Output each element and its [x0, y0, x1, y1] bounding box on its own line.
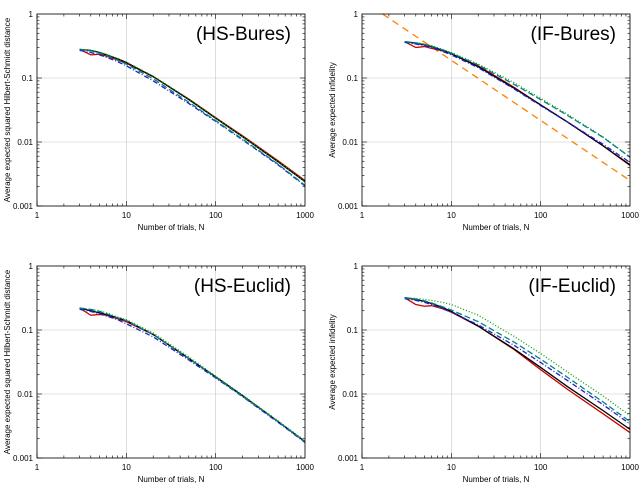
y-tick-label: 0.01 — [17, 138, 33, 147]
series-group — [79, 307, 305, 443]
series-line-2 — [79, 307, 305, 442]
y-tick-label: 0.1 — [347, 326, 359, 335]
y-tick-label: 0.01 — [342, 138, 358, 147]
panel-title: (HS-Euclid) — [194, 276, 291, 297]
y-tick-label: 0.1 — [22, 74, 34, 83]
x-tick-label: 100 — [534, 211, 548, 220]
y-axis-label: Average expected infidelity — [328, 314, 337, 409]
series-line-4 — [404, 297, 630, 423]
plot-frame — [36, 265, 306, 459]
x-axis-label: Number of trials, N — [138, 475, 205, 484]
series-group — [382, 14, 630, 182]
x-tick-label: 1 — [35, 463, 40, 472]
y-tick-label: 1 — [354, 262, 359, 271]
chart-panel-1: 1 10 100 1000 0.001 0.01 0.1 1 Number of trials,… — [328, 10, 639, 232]
x-tick-label: 10 — [122, 463, 131, 472]
y-tick-label: 0.1 — [347, 74, 359, 83]
y-axis-label: Average expected squared Hilbert-Schmidt… — [3, 17, 12, 202]
x-tick-label: 1 — [360, 211, 365, 220]
series-line-3 — [404, 297, 630, 425]
x-tick-label: 1000 — [621, 211, 639, 220]
y-tick-label: 0.001 — [338, 454, 359, 463]
series-line-4 — [404, 41, 630, 163]
x-tick-label: 1000 — [296, 463, 314, 472]
x-tick-label: 10 — [447, 463, 456, 472]
x-tick-label: 100 — [209, 211, 223, 220]
x-tick-label: 1 — [360, 463, 365, 472]
series-line-0 — [382, 14, 630, 182]
series-line-2 — [404, 40, 630, 166]
y-tick-label: 0.01 — [342, 390, 358, 399]
series-line-1 — [79, 307, 305, 443]
series-line-4 — [79, 48, 305, 186]
panel-title: (IF-Bures) — [531, 24, 617, 45]
panel-title: (HS-Bures) — [196, 24, 291, 45]
chart-panel-2: 1 10 100 1000 0.001 0.01 0.1 1 Number of trials,… — [3, 262, 314, 484]
series-line-0 — [404, 297, 630, 434]
series-line-1 — [404, 41, 630, 166]
y-tick-label: 1 — [29, 262, 34, 271]
series-line-5 — [404, 40, 630, 158]
series-line-3 — [79, 49, 305, 187]
y-tick-label: 0.001 — [13, 202, 34, 211]
y-tick-label: 0.001 — [13, 454, 34, 463]
panel-title: (IF-Euclid) — [528, 276, 616, 297]
x-tick-label: 100 — [534, 463, 548, 472]
series-line-1 — [79, 48, 305, 183]
series-line-2 — [79, 48, 305, 183]
x-tick-label: 100 — [209, 463, 223, 472]
y-axis-label: Average expected infidelity — [328, 62, 337, 157]
x-axis-label: Number of trials, N — [463, 223, 530, 232]
y-tick-label: 0.001 — [338, 202, 359, 211]
x-axis-label: Number of trials, N — [463, 475, 530, 484]
y-axis-label: Average expected squared Hilbert-Schmidt… — [3, 269, 12, 454]
series-group — [404, 297, 630, 434]
series-line-3 — [404, 40, 630, 158]
y-tick-label: 1 — [354, 10, 359, 19]
series-line-2 — [404, 297, 630, 417]
x-tick-label: 1000 — [621, 463, 639, 472]
x-tick-label: 1000 — [296, 211, 314, 220]
chart-panel-3: 1 10 100 1000 0.001 0.01 0.1 1 Number of trials,… — [328, 262, 639, 484]
y-tick-label: 1 — [29, 10, 34, 19]
series-line-4 — [79, 307, 305, 443]
series-line-3 — [79, 308, 305, 443]
plot-frame — [36, 13, 306, 207]
chart-panel-0: 1 10 100 1000 0.001 0.01 0.1 1 Number of trials,… — [3, 10, 314, 232]
series-group — [79, 48, 305, 187]
plot-frame — [361, 13, 631, 207]
x-axis-label: Number of trials, N — [138, 223, 205, 232]
plot-frame — [361, 265, 631, 459]
series-line-0 — [79, 48, 305, 182]
y-tick-label: 0.1 — [22, 326, 34, 335]
series-line-0 — [79, 307, 305, 443]
y-tick-label: 0.01 — [17, 390, 33, 399]
x-tick-label: 10 — [122, 211, 131, 220]
x-tick-label: 1 — [35, 211, 40, 220]
x-tick-label: 10 — [447, 211, 456, 220]
